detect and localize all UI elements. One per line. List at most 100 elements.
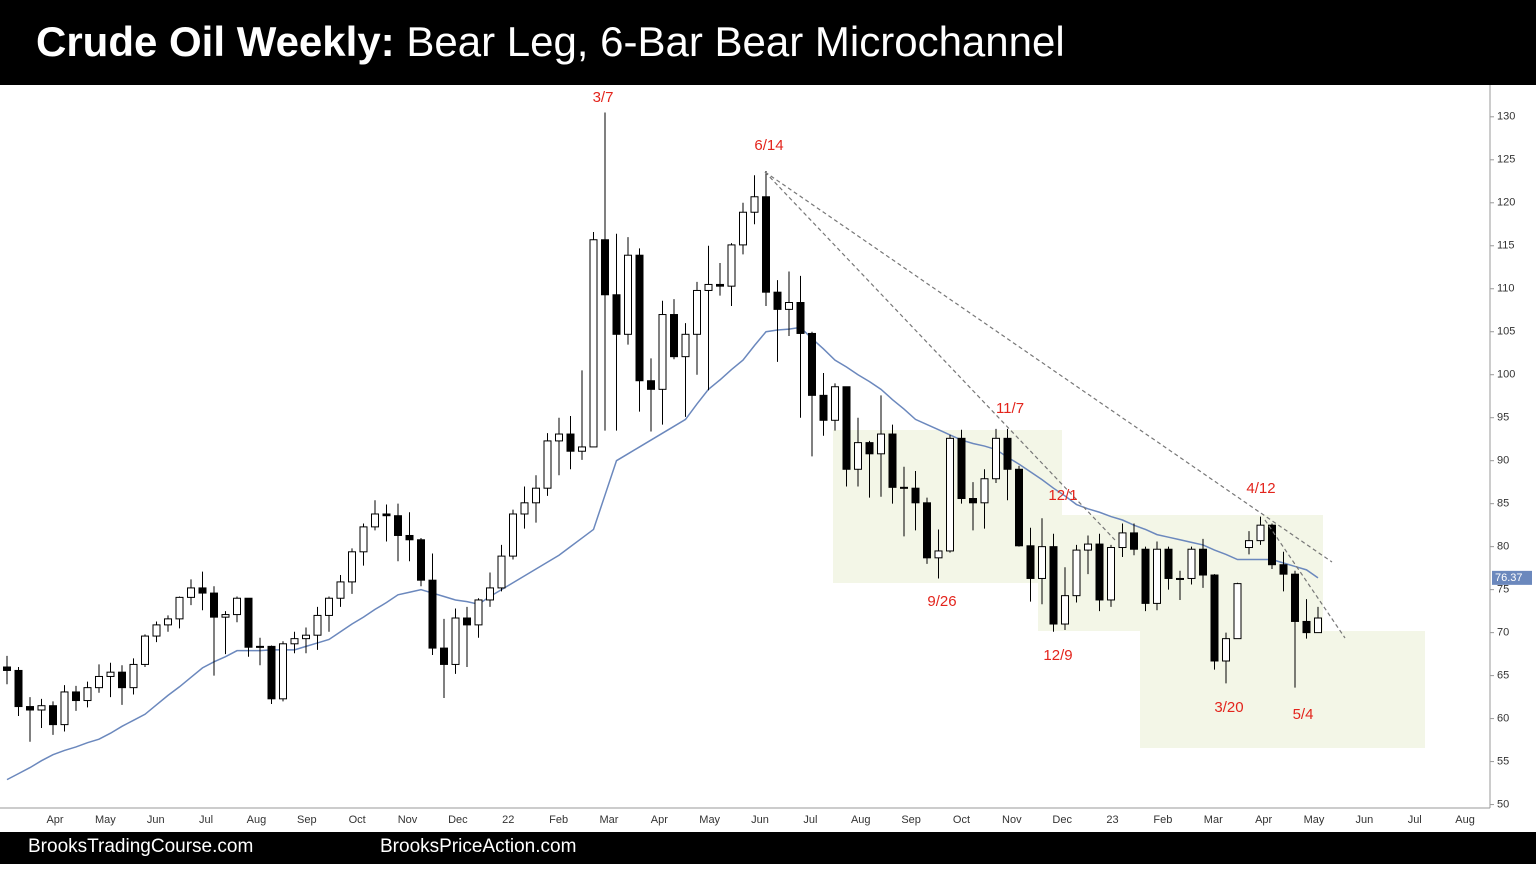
candle-body xyxy=(888,433,897,488)
candle-body xyxy=(1095,543,1104,601)
candle-body xyxy=(658,314,667,390)
candle-body xyxy=(187,587,195,598)
candle-body xyxy=(1279,564,1288,575)
annotation: 3/20 xyxy=(1214,699,1243,716)
x-tick-label: Nov xyxy=(1002,814,1022,826)
candle-body xyxy=(417,539,425,581)
x-tick-label: 22 xyxy=(502,814,514,826)
candle-body xyxy=(750,196,759,213)
x-tick-label: Jul xyxy=(1408,814,1422,826)
candle-body xyxy=(141,635,149,665)
y-tick-label: 50 xyxy=(1497,798,1509,810)
y-tick-label: 65 xyxy=(1497,670,1509,682)
annotation: 4/12 xyxy=(1246,480,1275,497)
plot xyxy=(3,112,1322,781)
candle-body xyxy=(946,437,954,552)
candle-body xyxy=(1164,548,1173,579)
candle-body xyxy=(1153,548,1161,604)
candle-body xyxy=(37,705,46,711)
annotation: 11/7 xyxy=(996,400,1024,417)
y-tick-label: 125 xyxy=(1497,154,1515,166)
candle-body xyxy=(474,599,483,626)
candle-body xyxy=(1061,595,1069,625)
y-tick-label: 90 xyxy=(1497,455,1509,467)
candle-body xyxy=(244,597,253,648)
y-tick-label: 55 xyxy=(1497,755,1509,767)
candle-body xyxy=(934,550,943,559)
candle-body xyxy=(106,671,115,677)
candle-body xyxy=(681,333,690,358)
candle-body xyxy=(14,669,23,708)
candle-body xyxy=(1233,583,1242,640)
x-tick-label: Dec xyxy=(1052,814,1072,826)
candle-body xyxy=(371,513,379,528)
y-tick-label: 70 xyxy=(1497,627,1509,639)
annotation: 5/4 xyxy=(1293,706,1314,723)
candle-body xyxy=(313,614,322,636)
candle-body xyxy=(980,478,989,504)
candle-body xyxy=(382,513,391,517)
annotation: 3/7 xyxy=(593,89,614,106)
candle-body xyxy=(164,618,172,626)
candle-body xyxy=(336,581,345,599)
y-tick-label: 120 xyxy=(1497,197,1515,209)
x-tick-label: Mar xyxy=(1204,814,1223,826)
candle-body xyxy=(279,643,287,700)
candle-body xyxy=(3,666,11,671)
x-tick-label: Aug xyxy=(1455,814,1475,826)
candle-body xyxy=(854,442,862,470)
candle-body xyxy=(95,675,103,689)
candle-body xyxy=(267,645,276,700)
candle-body xyxy=(1199,548,1207,576)
candle-body xyxy=(831,386,839,421)
candle-body xyxy=(394,515,402,536)
candle-body xyxy=(486,587,494,601)
x-tick-label: Jun xyxy=(1355,814,1373,826)
candle-body xyxy=(957,437,966,500)
annotation: 12/1 xyxy=(1048,487,1077,504)
candle-body xyxy=(1141,548,1150,604)
candle-body xyxy=(497,555,506,589)
x-tick-label: Jun xyxy=(751,814,769,826)
candle-body xyxy=(624,254,632,335)
price-tag-label: 76.37 xyxy=(1495,572,1523,584)
candle-body xyxy=(1176,577,1184,580)
candle-body xyxy=(233,597,241,616)
candle-body xyxy=(1003,437,1012,470)
candle-body xyxy=(348,551,356,583)
footer-bar xyxy=(0,832,1536,864)
x-tick-label: Oct xyxy=(349,814,366,826)
candle-body xyxy=(509,513,517,557)
candle-body xyxy=(60,691,69,726)
candle-body xyxy=(1130,532,1138,550)
x-tick-label: Feb xyxy=(549,814,568,826)
y-tick-label: 115 xyxy=(1497,240,1515,252)
candle-body xyxy=(290,638,299,645)
candle-body xyxy=(1107,547,1115,601)
candle-body xyxy=(727,244,736,287)
trend-lines xyxy=(764,171,1346,639)
candle-body xyxy=(198,587,207,594)
candle-body xyxy=(221,614,230,618)
x-tick-label: Jul xyxy=(803,814,817,826)
moving-average xyxy=(6,326,1319,781)
x-tick-label: Sep xyxy=(901,814,921,826)
x-tick-label: Apr xyxy=(46,814,63,826)
candle-body xyxy=(923,502,931,559)
x-tick-label: May xyxy=(1304,814,1325,826)
y-tick-label: 95 xyxy=(1497,412,1509,424)
candle-body xyxy=(1314,617,1322,634)
candle-body xyxy=(1072,549,1081,597)
candle-body xyxy=(819,394,828,421)
x-tick-label: Apr xyxy=(651,814,668,826)
candle-body xyxy=(1268,524,1276,566)
x-tick-label: May xyxy=(699,814,720,826)
candle-body xyxy=(256,645,264,648)
candle-body xyxy=(1084,543,1092,551)
trend-line xyxy=(764,171,1116,541)
price-tag xyxy=(1492,570,1532,585)
candle-body xyxy=(1245,540,1253,549)
annotation: 12/9 xyxy=(1043,647,1072,664)
candle-body xyxy=(670,314,678,358)
